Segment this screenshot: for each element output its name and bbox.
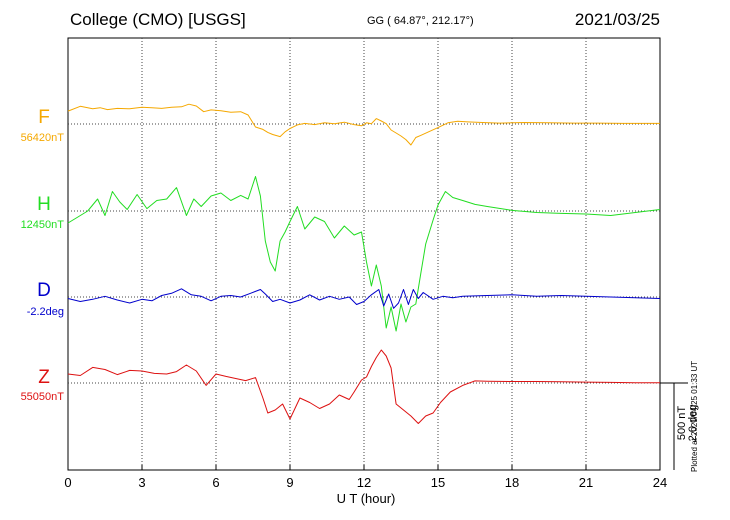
channel-label-d: D xyxy=(37,280,51,301)
series-line-d xyxy=(67,288,661,309)
scale-bar xyxy=(660,382,688,470)
plot-date: 2021/03/25 xyxy=(574,10,660,29)
x-tick-label: 21 xyxy=(579,475,593,490)
series-line-f xyxy=(67,103,660,146)
series-lines xyxy=(67,103,661,424)
station-coordinates: GG ( 64.87°, 212.17°) xyxy=(367,15,474,27)
x-tick-label: 15 xyxy=(431,475,445,490)
x-tick-label: 18 xyxy=(505,475,519,490)
channel-baseline-z: 55050nT xyxy=(20,391,64,403)
channel-label-z: Z xyxy=(38,367,50,388)
x-tick-label: 6 xyxy=(212,475,219,490)
x-tick-label: 3 xyxy=(138,475,145,490)
grid-lines xyxy=(141,38,587,470)
series-line-z xyxy=(67,349,660,424)
channel-baseline-f: 56420nT xyxy=(20,132,64,144)
x-tick-label: 0 xyxy=(64,475,71,490)
x-tick-label: 24 xyxy=(653,475,667,490)
channel-baseline-d: -2.2deg xyxy=(26,306,64,318)
x-tick-label: 9 xyxy=(286,475,293,490)
plotted-timestamp: Plotted at 2021/04/25 01:33 UT xyxy=(690,360,699,472)
x-axis-ticks: 0 3 6 9 12 15 18 21 24 xyxy=(64,465,667,490)
x-axis-label: U T (hour) xyxy=(337,491,396,506)
station-title: College (CMO) [USGS] xyxy=(70,10,246,29)
series-line-h xyxy=(67,176,661,332)
channel-baseline-h: 12450nT xyxy=(20,219,64,231)
channel-label-f: F xyxy=(38,107,50,128)
x-tick-label: 12 xyxy=(357,475,371,490)
channel-label-h: H xyxy=(37,194,51,215)
